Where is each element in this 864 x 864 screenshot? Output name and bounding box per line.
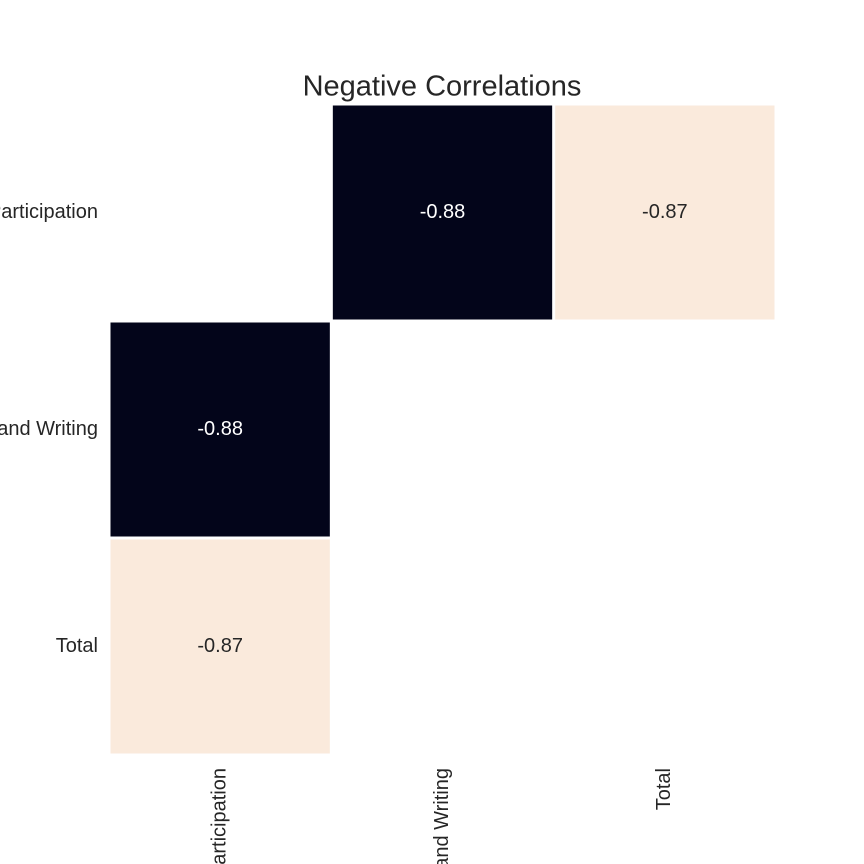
heatmap-cell — [555, 105, 775, 320]
y-tick-label: Participation — [0, 201, 98, 223]
x-tick-label: Participation — [208, 768, 230, 864]
y-tick-label: Reading and Writing — [0, 418, 98, 440]
heatmap-cell — [332, 105, 553, 320]
x-tick-label: Total — [653, 768, 675, 810]
y-tick-label: Total — [56, 635, 98, 657]
cell-value-label: -0.87 — [642, 201, 688, 223]
cell-value-label: -0.88 — [420, 201, 466, 223]
chart-title: Negative Correlations — [303, 71, 582, 103]
heatmap-cell — [110, 539, 330, 754]
heatmap-cell — [110, 322, 330, 537]
cell-value-label: -0.87 — [197, 635, 243, 657]
x-tick-label: Reading and Writing — [431, 768, 453, 864]
cell-value-label: -0.88 — [197, 418, 243, 440]
